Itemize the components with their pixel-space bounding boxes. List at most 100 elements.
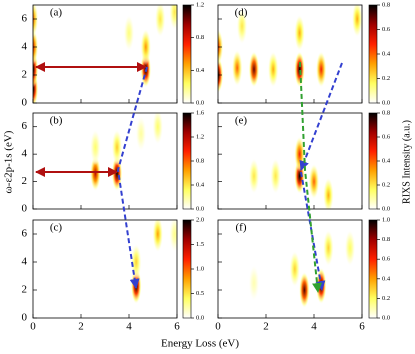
panel: (a) 0 2 4 6 0.0 0.4 0.8 1.2 xyxy=(22,1,205,108)
blue-arrow xyxy=(116,66,148,289)
annotation-arrows xyxy=(35,61,343,293)
colorbar-tick-label: 0.4 xyxy=(196,67,205,74)
plot-frame xyxy=(32,219,178,319)
panel-label: (c) xyxy=(50,222,63,234)
x-tick-label: 0 xyxy=(30,321,36,333)
heatmap xyxy=(218,220,362,318)
y-axis-label: ω-ε2p-1s (eV) xyxy=(3,130,15,193)
y-tick-label: 4 xyxy=(22,41,28,53)
intensity-peak xyxy=(154,5,166,38)
heatmap xyxy=(33,5,177,103)
plot-background xyxy=(33,5,177,103)
colorbar-tick-label: 1.0 xyxy=(382,216,390,223)
intensity-peak xyxy=(111,129,123,166)
intensity-peak xyxy=(299,271,310,309)
panel-label: (e) xyxy=(235,115,248,127)
colorbar-tick-label: 0.0 xyxy=(196,205,204,212)
colorbar-tick-label: 2.0 xyxy=(196,216,204,223)
y-tick-label: 6 xyxy=(22,228,28,240)
plot-frame xyxy=(217,4,363,104)
intensity-peak xyxy=(169,220,177,253)
y-tick-label: 6 xyxy=(22,13,28,25)
colorbar-tick-label: 1.6 xyxy=(196,109,205,116)
colorbar-tick-label: 0.8 xyxy=(382,109,390,116)
intensity-peak xyxy=(267,51,279,88)
intensity-peak xyxy=(236,7,248,45)
colorbar-tick-label: 0.8 xyxy=(382,236,390,243)
x-tick-label: 2 xyxy=(263,321,269,333)
plot-frame xyxy=(32,112,178,210)
panel-label: (d) xyxy=(235,7,248,19)
colorbar-tick-label: 0.0 xyxy=(382,314,390,321)
intensity-peak xyxy=(90,129,101,166)
panel-label: (a) xyxy=(50,7,63,19)
intensity-peak xyxy=(323,177,334,209)
plot-frame xyxy=(217,112,363,210)
plot-frame xyxy=(32,4,178,104)
colorbar xyxy=(368,4,378,104)
intensity-peak xyxy=(169,5,177,31)
intensity-peak xyxy=(315,51,327,88)
x-tick-label: 2 xyxy=(78,321,84,333)
intensity-peak xyxy=(294,51,305,88)
intensity-peak xyxy=(152,113,164,145)
plot-background xyxy=(218,113,362,209)
intensity-peak xyxy=(351,5,362,38)
colorbar-tick-label: 1.0 xyxy=(196,265,204,272)
intensity-peak xyxy=(231,49,243,87)
intensity-peak xyxy=(152,220,164,253)
colorbar-tick-label: 0.0 xyxy=(196,314,204,321)
colorbar-tick-label: 1.2 xyxy=(196,133,204,140)
heatmap xyxy=(33,220,177,318)
colorbar xyxy=(182,112,192,210)
intensity-peak xyxy=(270,158,281,194)
panel: (b) 0 2 4 6 0.0 0.4 0.8 1.2 1.6 xyxy=(22,109,205,214)
x-tick-label: 0 xyxy=(215,321,221,333)
colorbar-tick-label: 0.0 xyxy=(196,99,204,106)
colorbar-tick-label: 0.0 xyxy=(382,205,390,212)
colorbar-tick-label: 0.0 xyxy=(382,99,390,106)
intensity-peak xyxy=(248,264,260,302)
y-tick-label: 4 xyxy=(22,148,28,160)
intensity-peak xyxy=(33,5,39,38)
panel: (c) 0 2 4 6 0 2 4 6 0.0 0.5 1.0 1.5 2.0 xyxy=(22,216,205,333)
intensity-peak xyxy=(289,250,301,288)
panel: (e) 0.0 0.2 0.4 0.6 0.8 xyxy=(217,109,391,212)
intensity-peak xyxy=(248,158,260,194)
blue-arrow xyxy=(299,62,343,171)
heatmap xyxy=(218,5,362,103)
panel-label: (b) xyxy=(50,115,63,127)
intensity-peak xyxy=(140,28,152,66)
colorbar-tick-label: 0.4 xyxy=(382,50,391,57)
x-tick-label: 4 xyxy=(311,321,317,333)
y-tick-label: 0 xyxy=(22,312,28,324)
x-axis-label: Energy Loss (eV) xyxy=(161,338,239,350)
y-tick-label: 2 xyxy=(22,284,28,296)
colorbar-tick-label: 0.4 xyxy=(196,181,205,188)
intensity-peak xyxy=(135,115,147,152)
green-arrow xyxy=(299,61,323,293)
intensity-peak xyxy=(123,14,135,52)
intensity-peak xyxy=(323,229,334,267)
colorbar-tick-label: 0.8 xyxy=(382,1,390,8)
heatmap xyxy=(33,113,177,209)
colorbar-tick-label: 0.5 xyxy=(196,290,204,297)
colorbar-tick-label: 0.2 xyxy=(382,295,390,302)
y-tick-label: 6 xyxy=(22,120,28,132)
heatmap xyxy=(218,113,362,209)
panel-label: (f) xyxy=(236,222,247,234)
colorbar xyxy=(368,219,378,319)
panel: (f) 0 2 4 6 0.0 0.2 0.4 0.6 0.8 1.0 xyxy=(215,216,391,332)
y-tick-label: 2 xyxy=(22,69,28,81)
intensity-peak xyxy=(308,163,320,200)
x-tick-label: 6 xyxy=(174,321,180,333)
colorbar-tick-label: 0.4 xyxy=(382,157,391,164)
colorbar-tick-label: 0.4 xyxy=(382,275,391,282)
panel: (d) 0.0 0.2 0.4 0.6 0.8 xyxy=(217,1,391,106)
colorbar-tick-label: 1.2 xyxy=(196,1,204,8)
intensity-peak xyxy=(294,14,305,52)
y-tick-label: 4 xyxy=(22,256,28,268)
colorbar-tick-label: 1.5 xyxy=(196,241,204,248)
colorbar-tick-label: 0.6 xyxy=(382,256,391,263)
intensity-peak xyxy=(344,229,356,267)
